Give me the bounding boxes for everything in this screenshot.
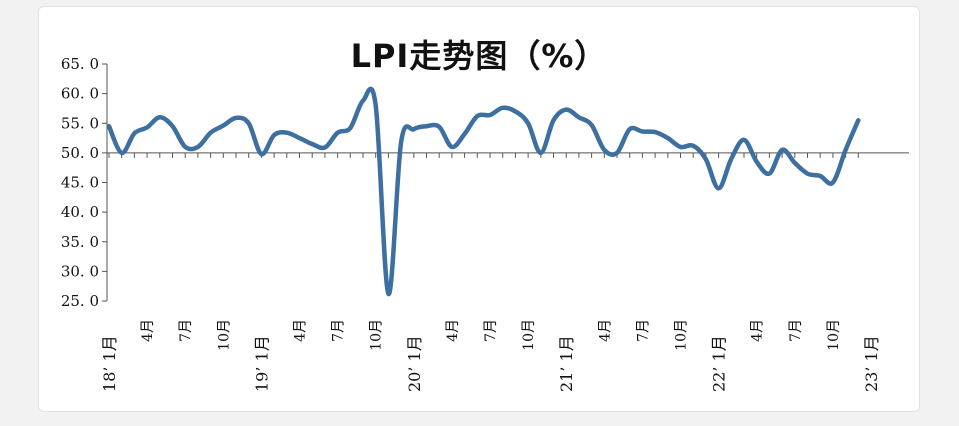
x-tick-label: 21’ 1月 bbox=[557, 335, 576, 392]
x-tick-label: 10月 bbox=[369, 319, 385, 351]
y-tick-label: 65. 0 bbox=[61, 55, 99, 73]
x-tick-label: 18’ 1月 bbox=[100, 335, 119, 392]
x-tick-label: 4月 bbox=[750, 319, 766, 342]
series-line-lpi bbox=[106, 86, 861, 297]
x-tick-label: 4月 bbox=[597, 319, 613, 342]
x-tick-label: 20’ 1月 bbox=[405, 335, 424, 392]
x-tick-label: 10月 bbox=[521, 319, 537, 351]
chart-title: LPI走势图（%） bbox=[350, 37, 608, 75]
x-tick-label: 23’ 1月 bbox=[862, 335, 881, 392]
x-tick-label: 7月 bbox=[635, 319, 651, 342]
chart-card: LPI走势图（%） 65. 0 60. 0 55. 0 50. 0 45. 0 40. 0… bbox=[38, 6, 920, 412]
x-tick-label: 7月 bbox=[483, 319, 499, 342]
x-tick-label: 22’ 1月 bbox=[710, 335, 729, 392]
x-tick-label: 10月 bbox=[826, 319, 842, 351]
y-tick-label: 60. 0 bbox=[61, 85, 99, 103]
y-tick-label: 50. 0 bbox=[61, 144, 99, 162]
x-tick-label: 7月 bbox=[331, 319, 347, 342]
y-tick-label: 30. 0 bbox=[61, 262, 99, 280]
x-tick-label: 7月 bbox=[178, 319, 194, 342]
x-tick-label: 10月 bbox=[216, 319, 232, 351]
chart-title-wrap: LPI走势图（%） bbox=[39, 31, 919, 77]
y-tick-label: 55. 0 bbox=[61, 114, 99, 132]
x-tick-label: 10月 bbox=[674, 319, 690, 351]
y-tick-label: 40. 0 bbox=[61, 203, 99, 221]
x-tick-label: 19’ 1月 bbox=[252, 335, 271, 392]
x-tick-label: 4月 bbox=[293, 319, 309, 342]
y-tick-label: 45. 0 bbox=[61, 174, 99, 192]
lpi-line-chart: 65. 0 60. 0 55. 0 50. 0 45. 0 40. 0 35. 0 30. 0… bbox=[61, 55, 909, 392]
y-tick-label: 25. 0 bbox=[61, 292, 99, 310]
x-tick-label: 4月 bbox=[140, 319, 156, 342]
y-tick-label: 35. 0 bbox=[61, 233, 99, 251]
x-tick-label: 7月 bbox=[788, 319, 804, 342]
x-tick-label: 4月 bbox=[445, 319, 461, 342]
